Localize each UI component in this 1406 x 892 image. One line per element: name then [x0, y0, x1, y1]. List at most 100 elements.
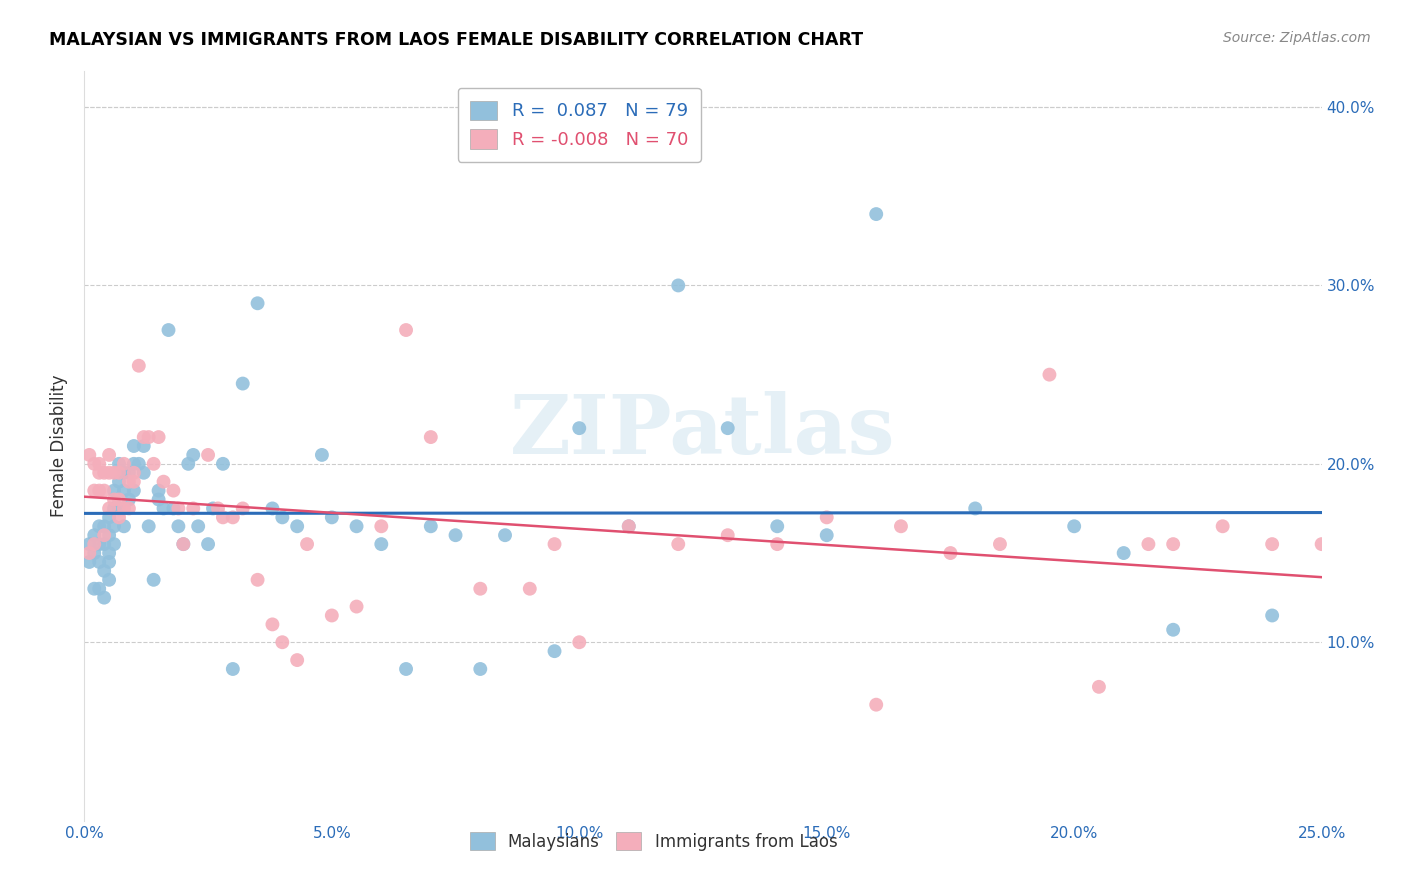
Point	[98, 528, 121, 542]
Point	[617, 519, 640, 533]
Point	[89, 457, 111, 471]
Point	[108, 510, 131, 524]
Point	[132, 466, 155, 480]
Point	[98, 546, 121, 560]
Point	[148, 430, 170, 444]
Point	[346, 519, 368, 533]
Point	[1310, 537, 1333, 551]
Point	[988, 537, 1011, 551]
Point	[108, 457, 131, 471]
Point	[568, 635, 591, 649]
Point	[444, 528, 467, 542]
Point	[321, 608, 343, 623]
Point	[93, 564, 115, 578]
Point	[142, 457, 165, 471]
Point	[470, 662, 492, 676]
Point	[717, 528, 740, 542]
Point	[1137, 537, 1160, 551]
Point	[470, 582, 492, 596]
Point	[890, 519, 912, 533]
Point	[419, 519, 441, 533]
Point	[162, 483, 184, 498]
Point	[167, 519, 190, 533]
Point	[103, 537, 125, 551]
Point	[1161, 537, 1184, 551]
Point	[108, 501, 131, 516]
Point	[118, 466, 141, 480]
Point	[311, 448, 333, 462]
Point	[167, 501, 190, 516]
Point	[98, 555, 121, 569]
Point	[285, 653, 308, 667]
Legend: Malaysians, Immigrants from Laos: Malaysians, Immigrants from Laos	[463, 825, 844, 857]
Point	[122, 483, 145, 498]
Point	[232, 376, 254, 391]
Point	[1038, 368, 1060, 382]
Point	[83, 546, 105, 560]
Point	[617, 519, 640, 533]
Text: ZIPatlas: ZIPatlas	[510, 391, 896, 471]
Point	[1261, 608, 1284, 623]
Point	[295, 537, 318, 551]
Point	[197, 537, 219, 551]
Point	[1212, 519, 1234, 533]
Point	[118, 475, 141, 489]
Point	[212, 457, 235, 471]
Point	[112, 483, 135, 498]
Point	[177, 457, 200, 471]
Point	[395, 662, 418, 676]
Point	[93, 483, 115, 498]
Point	[103, 483, 125, 498]
Point	[246, 296, 269, 310]
Point	[262, 501, 284, 516]
Point	[83, 528, 105, 542]
Point	[112, 519, 135, 533]
Point	[666, 537, 689, 551]
Point	[79, 546, 101, 560]
Y-axis label: Female Disability: Female Disability	[51, 375, 69, 517]
Point	[103, 466, 125, 480]
Point	[271, 510, 294, 524]
Point	[93, 466, 115, 480]
Point	[103, 492, 125, 507]
Point	[172, 537, 194, 551]
Point	[89, 466, 111, 480]
Point	[98, 510, 121, 524]
Point	[222, 510, 245, 524]
Point	[321, 510, 343, 524]
Point	[93, 519, 115, 533]
Point	[212, 510, 235, 524]
Point	[717, 421, 740, 435]
Point	[865, 207, 887, 221]
Point	[142, 573, 165, 587]
Point	[202, 501, 225, 516]
Point	[1161, 623, 1184, 637]
Point	[103, 501, 125, 516]
Point	[815, 528, 838, 542]
Point	[132, 430, 155, 444]
Point	[232, 501, 254, 516]
Point	[89, 582, 111, 596]
Point	[666, 278, 689, 293]
Point	[89, 537, 111, 551]
Point	[108, 475, 131, 489]
Point	[148, 483, 170, 498]
Point	[1261, 537, 1284, 551]
Point	[112, 457, 135, 471]
Point	[222, 662, 245, 676]
Point	[122, 457, 145, 471]
Point	[262, 617, 284, 632]
Point	[1112, 546, 1135, 560]
Point	[98, 466, 121, 480]
Point	[568, 421, 591, 435]
Point	[865, 698, 887, 712]
Point	[112, 501, 135, 516]
Point	[181, 448, 204, 462]
Point	[370, 519, 392, 533]
Point	[89, 483, 111, 498]
Point	[187, 519, 209, 533]
Point	[118, 492, 141, 507]
Point	[138, 519, 160, 533]
Point	[83, 483, 105, 498]
Point	[519, 582, 541, 596]
